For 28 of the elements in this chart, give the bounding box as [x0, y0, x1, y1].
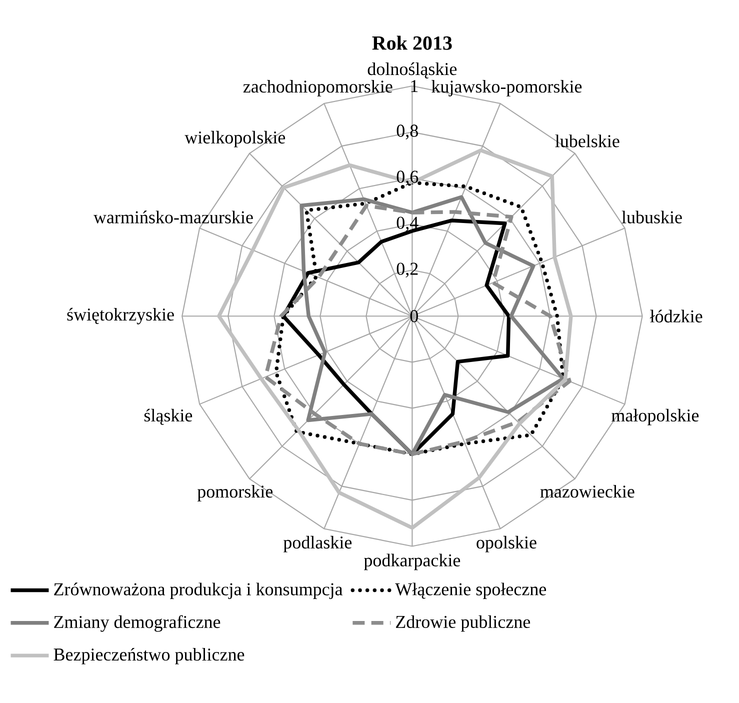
legend-label: Zrównoważona produkcja i konsumpcja: [54, 582, 343, 600]
y-tick-label: 0,2: [396, 262, 418, 278]
y-tick-label: 0: [410, 310, 418, 322]
y-tick-label: 1: [411, 80, 418, 92]
spoke-label: lubelskie: [555, 134, 620, 148]
spoke-label: mazowieckie: [540, 485, 634, 498]
legend-label: Zdrowie publiczne: [396, 615, 530, 632]
spoke-label: kujawsko-pomorskie: [432, 80, 582, 96]
spoke-label: łódzkie: [650, 310, 702, 322]
spoke-label: świętokrzyskie: [67, 308, 174, 324]
y-tick-label: 0,6: [396, 170, 418, 186]
y-tick-label: 0,8: [396, 124, 418, 140]
spoke-label: podlaskie: [283, 536, 352, 552]
spoke-label: śląskie: [144, 408, 192, 425]
legend-label: Bezpieczeństwo publiczne: [54, 648, 244, 664]
spoke-label: małopolskie: [612, 408, 699, 426]
chart-title: Rok 2013: [372, 36, 452, 50]
spoke-label: pomorskie: [197, 485, 273, 502]
spoke-label: podkarpackie: [364, 554, 460, 570]
spoke-label: wielkopolskie: [184, 130, 286, 148]
spoke-label: warmińsko-mazurskie: [93, 210, 253, 224]
y-tick-label: 0,4: [396, 216, 418, 232]
spoke-label: opolskie: [476, 536, 536, 552]
spoke-label: lubuskie: [622, 210, 682, 224]
legend-label: Zmiany demograficzne: [54, 615, 220, 632]
legend-label: Włączenie społeczne: [395, 582, 546, 600]
spoke-label: zachodniopomorskie: [243, 80, 392, 96]
spoke-label: dolnośląskie: [368, 62, 457, 78]
